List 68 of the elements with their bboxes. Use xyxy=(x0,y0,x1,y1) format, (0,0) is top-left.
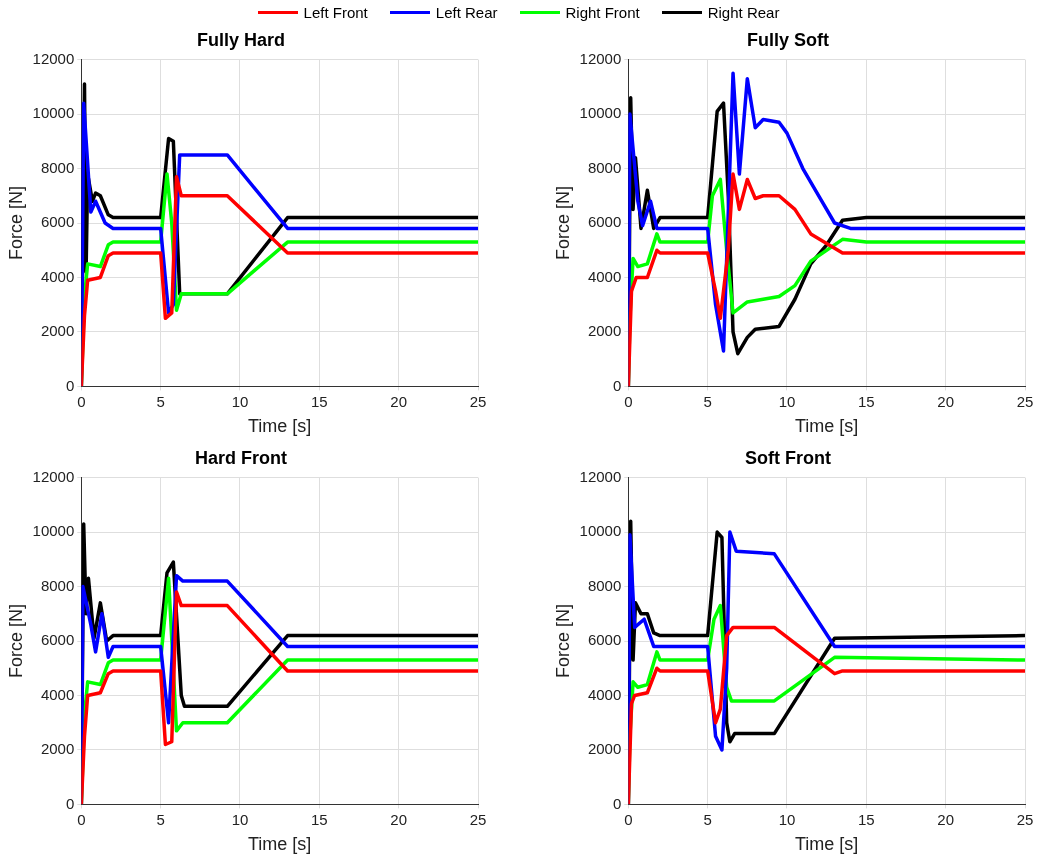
y-tick-label: 8000 xyxy=(40,158,75,176)
x-tick-label: 0 xyxy=(624,392,633,410)
y-axis-title: Force [N] xyxy=(5,603,26,679)
x-tick-label: 20 xyxy=(390,392,408,410)
y-tick-label: 12000 xyxy=(579,467,622,485)
x-axis-title: Time [s] xyxy=(247,416,312,437)
y-tick-label: 12000 xyxy=(32,49,75,67)
x-tick-label: 20 xyxy=(937,810,955,828)
y-axis-title: Force [N] xyxy=(5,185,26,261)
x-tick-label: 25 xyxy=(469,810,487,828)
chart-title: Hard Front xyxy=(195,447,287,468)
y-tick-label: 12000 xyxy=(32,467,75,485)
y-tick-label: 0 xyxy=(612,376,622,394)
x-tick-label: 5 xyxy=(156,810,165,828)
y-tick-label: 2000 xyxy=(40,322,75,340)
y-axis-title: Force [N] xyxy=(552,603,573,679)
chart-title: Fully Soft xyxy=(747,29,829,50)
legend-label: Left Front xyxy=(303,4,368,21)
x-tick-label: 15 xyxy=(857,392,875,410)
x-tick-label: 10 xyxy=(778,810,796,828)
x-tick-label: 5 xyxy=(703,810,712,828)
chart-title: Fully Hard xyxy=(196,29,286,50)
y-tick-label: 2000 xyxy=(587,740,622,758)
x-tick-label: 10 xyxy=(778,392,796,410)
x-tick-label: 15 xyxy=(310,810,328,828)
x-tick-label: 0 xyxy=(77,392,86,410)
y-tick-label: 10000 xyxy=(579,104,622,122)
x-axis-title: Time [s] xyxy=(794,834,859,855)
x-axis-title: Time [s] xyxy=(247,834,312,855)
x-tick-label: 25 xyxy=(1016,810,1034,828)
y-tick-label: 4000 xyxy=(587,685,622,703)
x-tick-label: 10 xyxy=(231,392,249,410)
y-tick-label: 10000 xyxy=(32,104,75,122)
chart-title: Soft Front xyxy=(745,447,831,468)
legend-label: Right Front xyxy=(565,4,640,21)
y-tick-label: 8000 xyxy=(40,576,75,594)
y-tick-label: 6000 xyxy=(40,213,75,231)
x-tick-label: 15 xyxy=(310,392,328,410)
x-tick-label: 10 xyxy=(231,810,249,828)
y-axis-title: Force [N] xyxy=(552,185,573,261)
x-tick-label: 20 xyxy=(390,810,408,828)
y-tick-label: 8000 xyxy=(587,576,622,594)
x-tick-label: 25 xyxy=(1016,392,1034,410)
x-tick-label: 20 xyxy=(937,392,955,410)
y-tick-label: 0 xyxy=(65,376,75,394)
legend-label: Right Rear xyxy=(707,4,780,21)
y-tick-label: 4000 xyxy=(40,267,75,285)
y-tick-label: 4000 xyxy=(587,267,622,285)
y-tick-label: 0 xyxy=(65,794,75,812)
x-tick-label: 25 xyxy=(469,392,487,410)
y-tick-label: 2000 xyxy=(40,740,75,758)
x-tick-label: 0 xyxy=(624,810,633,828)
y-tick-label: 10000 xyxy=(579,522,622,540)
x-axis-title: Time [s] xyxy=(794,416,859,437)
x-tick-label: 5 xyxy=(156,392,165,410)
x-tick-label: 15 xyxy=(857,810,875,828)
legend-label: Left Rear xyxy=(435,4,498,21)
y-tick-label: 6000 xyxy=(587,213,622,231)
y-tick-label: 6000 xyxy=(587,631,622,649)
y-tick-label: 8000 xyxy=(587,158,622,176)
y-tick-label: 12000 xyxy=(579,49,622,67)
y-tick-label: 6000 xyxy=(40,631,75,649)
x-tick-label: 0 xyxy=(77,810,86,828)
y-tick-label: 4000 xyxy=(40,685,75,703)
y-tick-label: 2000 xyxy=(587,322,622,340)
y-tick-label: 10000 xyxy=(32,522,75,540)
y-tick-label: 0 xyxy=(612,794,622,812)
x-tick-label: 5 xyxy=(703,392,712,410)
